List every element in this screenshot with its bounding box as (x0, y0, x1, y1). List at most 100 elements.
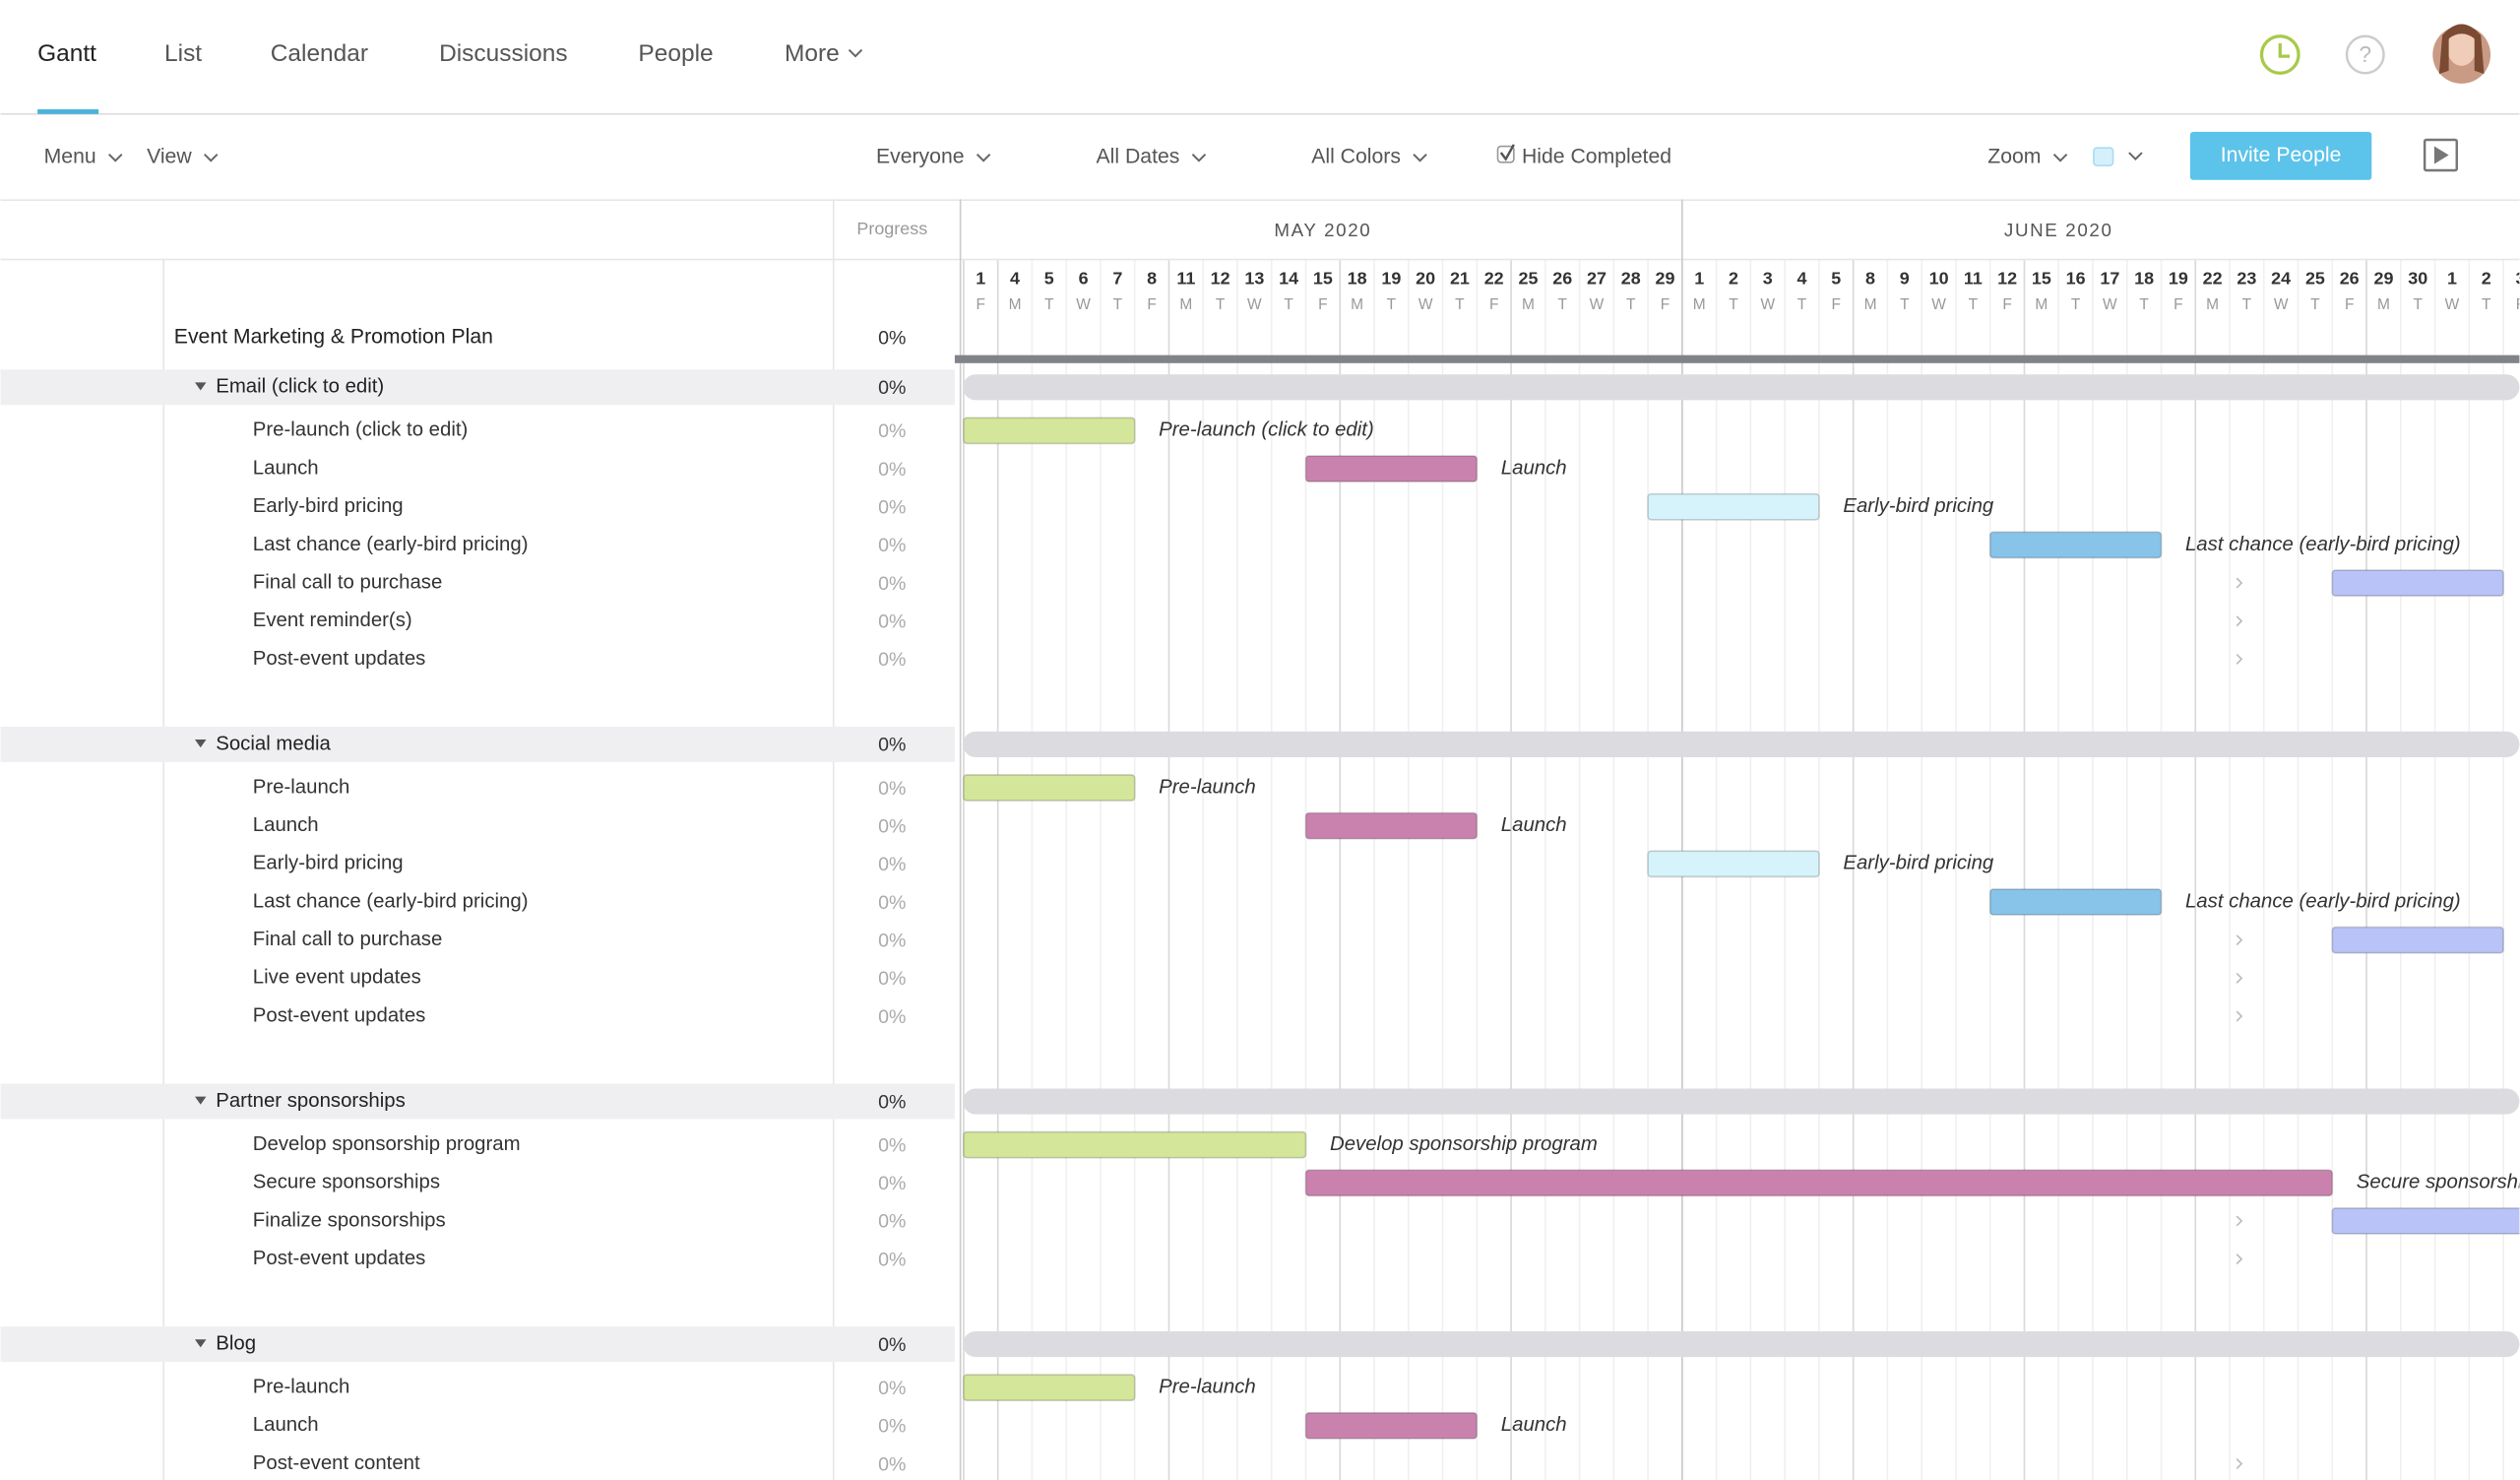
weekday: M (1864, 296, 1877, 313)
day-number: 29 (1656, 269, 1675, 289)
offscreen-indicator (2236, 653, 2243, 665)
task-name[interactable]: Pre-launch (click to edit) (253, 419, 469, 441)
task-bar[interactable] (963, 1130, 1307, 1159)
task-name[interactable]: Launch (253, 814, 319, 836)
zoom[interactable]: Zoom (1987, 146, 2041, 168)
task-name[interactable]: Event reminder(s) (253, 610, 412, 631)
day-number: 29 (2373, 269, 2393, 289)
task-bar[interactable] (1647, 850, 1820, 878)
task-name[interactable]: Develop sponsorship program (253, 1133, 521, 1155)
nav-tab[interactable]: More (785, 40, 840, 67)
filter[interactable]: All Colors (1311, 146, 1401, 168)
day-number: 26 (1552, 269, 1572, 289)
day-number: 4 (1010, 269, 1020, 289)
task-name[interactable]: Post-event content (253, 1452, 420, 1474)
weekday: W (1931, 296, 1946, 313)
task-bar[interactable] (2331, 1207, 2520, 1235)
weekday: T (2482, 296, 2491, 313)
nav-tab[interactable]: Calendar (271, 40, 368, 67)
progress: 0% (878, 968, 906, 990)
help-icon[interactable] (2345, 34, 2385, 75)
task-name[interactable]: Launch (253, 457, 319, 479)
nav-tab[interactable]: People (638, 40, 713, 67)
view[interactable]: View (147, 146, 192, 168)
progress: 0% (878, 1006, 906, 1028)
day-number: 4 (1797, 269, 1807, 289)
bar-label: Launch (1501, 1414, 1567, 1436)
bar-label: Secure sponsorships (2357, 1172, 2520, 1193)
progress: 0% (878, 815, 906, 837)
bar-label: Early-bird pricing (1843, 853, 1994, 874)
menu[interactable]: Menu (44, 146, 96, 168)
task-name[interactable]: Launch (253, 1414, 319, 1436)
group-name[interactable]: Social media (216, 733, 331, 754)
clock-icon[interactable] (2259, 34, 2300, 75)
task-bar[interactable] (1647, 492, 1820, 521)
task-bar[interactable] (1304, 1411, 1479, 1440)
weekday: F (1661, 296, 1670, 313)
task-name[interactable]: Early-bird pricing (253, 853, 404, 874)
hide-completed[interactable]: Hide Completed (1522, 146, 1671, 168)
day-number: 19 (2169, 269, 2188, 289)
offscreen-indicator (2236, 1215, 2243, 1227)
group-row (0, 1326, 955, 1363)
nav-tab[interactable]: Discussions (439, 40, 568, 67)
day-number: 17 (2100, 269, 2119, 289)
day-number: 12 (1997, 269, 2017, 289)
present-icon[interactable] (2423, 138, 2459, 172)
task-bar[interactable] (2331, 926, 2504, 954)
task-bar[interactable] (1988, 531, 2163, 559)
task-bar[interactable] (1304, 455, 1479, 483)
task-bar[interactable] (1988, 888, 2163, 916)
task-bar[interactable] (2331, 569, 2504, 597)
rows: Event Marketing & Promotion Plan 0% Email … (0, 325, 2520, 1475)
task-bar[interactable] (963, 417, 1136, 445)
task-name[interactable]: Last chance (early-bird pricing) (253, 534, 529, 555)
invite-button[interactable] (2189, 131, 2372, 180)
task-name[interactable]: Last chance (early-bird pricing) (253, 890, 529, 912)
weekday: F (2345, 296, 2354, 313)
weekday: M (2377, 296, 2390, 313)
avatar-face (2446, 31, 2477, 66)
task-name[interactable]: Post-event updates (253, 648, 426, 670)
collapse-toggle[interactable] (195, 740, 207, 748)
task-name[interactable]: Pre-launch (253, 1377, 350, 1398)
day-number: 3 (1763, 269, 1773, 289)
task-name[interactable]: Post-event updates (253, 1004, 426, 1026)
filter[interactable]: All Dates (1097, 146, 1180, 168)
group-name[interactable]: Blog (216, 1332, 256, 1354)
bar-label: Launch (1501, 457, 1567, 479)
task-name[interactable]: Live event updates (253, 967, 421, 989)
task-name[interactable]: Finalize sponsorships (253, 1209, 446, 1231)
task-name[interactable]: Post-event updates (253, 1248, 426, 1269)
task-name[interactable]: Final call to purchase (253, 571, 443, 593)
task-name[interactable]: Pre-launch (253, 776, 350, 798)
task-name[interactable]: Early-bird pricing (253, 495, 404, 517)
task-bar[interactable] (1304, 811, 1479, 840)
day-number: 11 (1964, 269, 1983, 289)
color-swatch[interactable] (2093, 147, 2114, 166)
collapse-toggle[interactable] (195, 1096, 207, 1105)
project-name[interactable]: Event Marketing & Promotion Plan (174, 325, 493, 348)
task-name[interactable]: Secure sponsorships (253, 1172, 440, 1193)
group-name[interactable]: Email (click to edit) (216, 376, 384, 398)
filter[interactable]: Everyone (876, 146, 965, 168)
collapse-toggle[interactable] (195, 382, 207, 391)
task-bar[interactable] (1304, 1169, 2334, 1197)
day-number: 12 (1211, 269, 1230, 289)
nav-tab[interactable]: Gantt (37, 40, 96, 67)
timeline: 1F4M5T6W7T8F11M12T13W14T15F18M19T20W21T2… (963, 199, 2520, 1480)
weekday: T (1455, 296, 1465, 313)
nav-tab[interactable]: List (164, 40, 202, 67)
task-name[interactable]: Final call to purchase (253, 929, 443, 950)
task-bar[interactable] (963, 1374, 1136, 1402)
progress: 0% (878, 930, 906, 951)
day-number: 25 (2305, 269, 2325, 289)
group-name[interactable]: Partner sponsorships (216, 1090, 406, 1112)
progress: 0% (878, 1249, 906, 1270)
day-number: 8 (1865, 269, 1875, 289)
offscreen-indicator (2236, 615, 2243, 627)
collapse-toggle[interactable] (195, 1339, 207, 1348)
group-bar (963, 731, 2520, 757)
task-bar[interactable] (963, 774, 1136, 802)
